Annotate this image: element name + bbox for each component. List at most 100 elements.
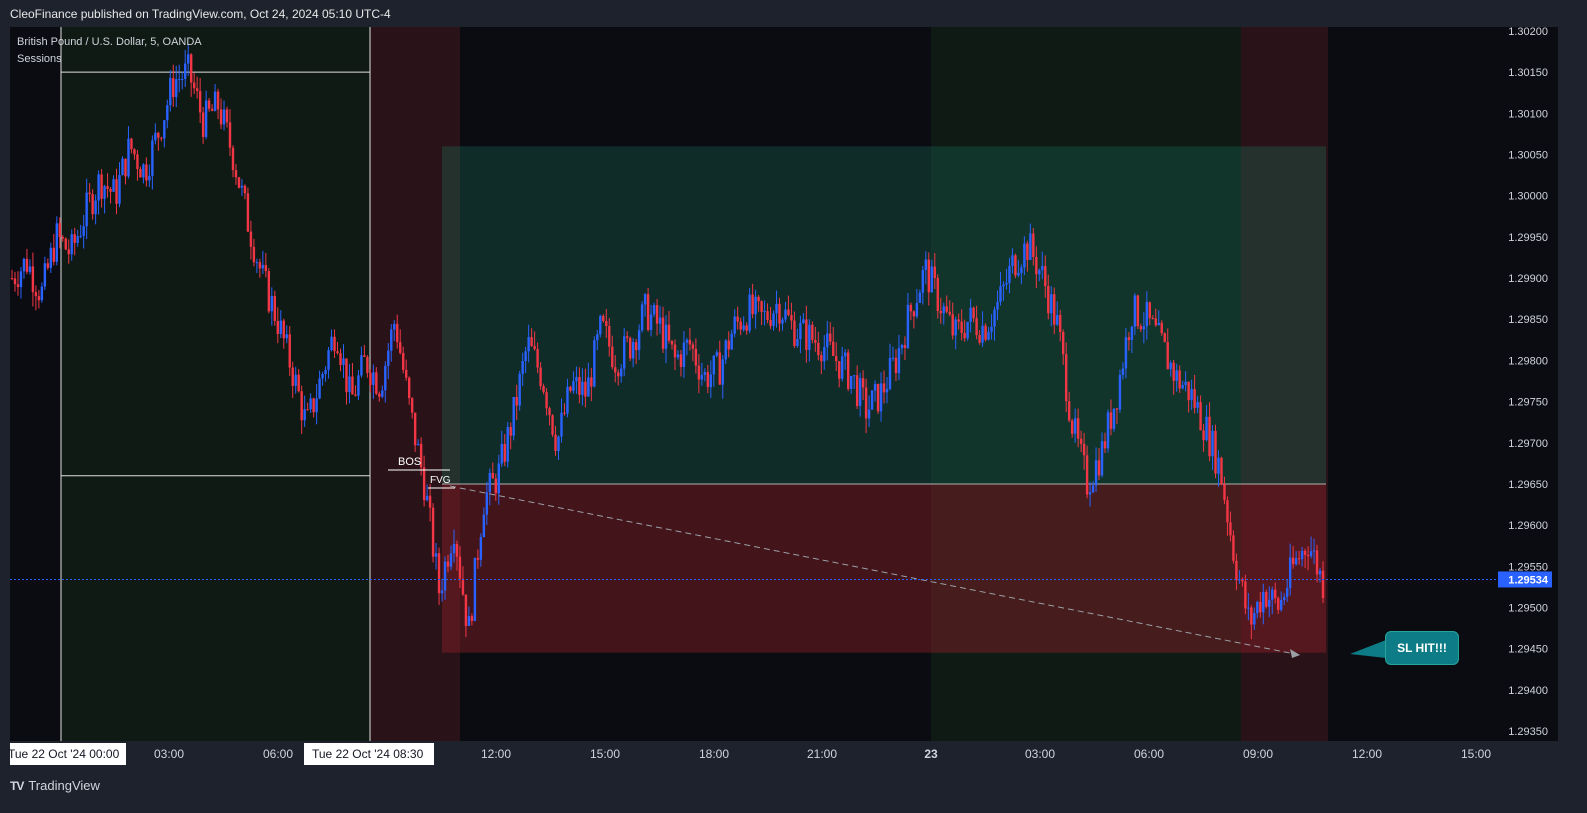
candle-body[interactable]	[1256, 601, 1259, 614]
candle-body[interactable]	[1064, 354, 1068, 402]
candle-body[interactable]	[694, 348, 698, 366]
candle-body[interactable]	[201, 112, 205, 137]
candle-body[interactable]	[584, 381, 587, 397]
symbol-title[interactable]: British Pound / U.S. Dollar, 5, OANDA	[17, 36, 202, 48]
candle-body[interactable]	[1309, 551, 1313, 557]
candle-body[interactable]	[1163, 333, 1166, 342]
candle-body[interactable]	[628, 338, 632, 359]
candle-body[interactable]	[981, 325, 984, 343]
candle-body[interactable]	[375, 372, 378, 394]
candle-body[interactable]	[1103, 441, 1107, 449]
candle-body[interactable]	[1303, 550, 1307, 555]
candle-body[interactable]	[1175, 370, 1178, 381]
candle-body[interactable]	[300, 391, 303, 421]
candle-body[interactable]	[1262, 591, 1265, 613]
candle-body[interactable]	[73, 234, 76, 243]
candle-body[interactable]	[94, 200, 97, 215]
candle-body[interactable]	[19, 271, 23, 287]
candle-body[interactable]	[434, 553, 438, 557]
candle-body[interactable]	[987, 331, 990, 340]
candle-body[interactable]	[97, 174, 100, 201]
candle-body[interactable]	[210, 108, 214, 111]
candle-body[interactable]	[279, 320, 282, 334]
candle-body[interactable]	[897, 348, 901, 374]
candle-body[interactable]	[455, 543, 459, 557]
candle-body[interactable]	[524, 351, 527, 362]
candle-body[interactable]	[1139, 326, 1143, 330]
candle-body[interactable]	[354, 394, 357, 396]
candle-body[interactable]	[927, 259, 931, 293]
candle-body[interactable]	[661, 317, 665, 349]
candle-body[interactable]	[1214, 430, 1217, 474]
candle-body[interactable]	[1199, 402, 1202, 431]
candle-body[interactable]	[1029, 233, 1032, 260]
candle-body[interactable]	[655, 305, 659, 324]
candle-body[interactable]	[733, 316, 736, 334]
candle-body[interactable]	[100, 174, 103, 199]
candle-body[interactable]	[396, 323, 399, 343]
candle-body[interactable]	[1035, 256, 1038, 275]
candle-body[interactable]	[1250, 607, 1253, 625]
candle-body[interactable]	[1115, 408, 1119, 410]
candle-body[interactable]	[1097, 460, 1101, 476]
candle-body[interactable]	[112, 179, 115, 192]
candle-body[interactable]	[237, 177, 241, 188]
candle-body[interactable]	[611, 346, 614, 368]
candle-body[interactable]	[1172, 362, 1175, 381]
candle-body[interactable]	[339, 353, 342, 366]
candle-body[interactable]	[473, 557, 477, 621]
candle-body[interactable]	[402, 352, 405, 370]
scrollbar[interactable]	[1558, 27, 1587, 770]
candle-body[interactable]	[1154, 318, 1157, 326]
candle-body[interactable]	[225, 109, 229, 123]
candle-body[interactable]	[228, 122, 232, 148]
candle-body[interactable]	[1070, 420, 1074, 434]
candle-body[interactable]	[691, 344, 695, 349]
candle-body[interactable]	[1100, 441, 1104, 476]
candle-body[interactable]	[157, 132, 160, 138]
candle-body[interactable]	[351, 376, 354, 395]
candle-body[interactable]	[1187, 381, 1190, 401]
candle-body[interactable]	[49, 247, 53, 268]
candle-body[interactable]	[369, 372, 372, 385]
candle-body[interactable]	[431, 507, 435, 557]
candle-body[interactable]	[578, 377, 581, 395]
candle-body[interactable]	[936, 277, 939, 311]
candle-body[interactable]	[530, 337, 533, 347]
candle-body[interactable]	[652, 305, 656, 315]
candle-body[interactable]	[315, 398, 318, 413]
candle-body[interactable]	[240, 185, 244, 188]
candle-body[interactable]	[1041, 265, 1044, 271]
candle-body[interactable]	[443, 561, 447, 591]
candle-body[interactable]	[10, 278, 14, 280]
candle-body[interactable]	[843, 352, 847, 357]
candle-body[interactable]	[267, 271, 271, 312]
candle-body[interactable]	[975, 318, 978, 336]
candle-body[interactable]	[1160, 322, 1163, 334]
candle-body[interactable]	[715, 352, 718, 356]
candle-body[interactable]	[978, 335, 981, 343]
candle-body[interactable]	[1205, 416, 1208, 441]
candle-body[interactable]	[787, 309, 790, 316]
candle-body[interactable]	[1277, 598, 1280, 610]
candle-body[interactable]	[617, 372, 620, 377]
candle-body[interactable]	[509, 427, 512, 436]
candle-body[interactable]	[264, 264, 268, 272]
candle-body[interactable]	[781, 319, 784, 324]
candle-body[interactable]	[1226, 500, 1229, 523]
candle-body[interactable]	[1217, 457, 1220, 474]
candle-body[interactable]	[1208, 416, 1211, 457]
candle-body[interactable]	[142, 164, 145, 178]
candle-body[interactable]	[930, 266, 933, 293]
candle-body[interactable]	[378, 393, 381, 397]
candle-body[interactable]	[216, 91, 220, 110]
candle-body[interactable]	[605, 321, 608, 327]
candle-body[interactable]	[61, 237, 64, 239]
candle-body[interactable]	[802, 319, 805, 324]
candle-body[interactable]	[154, 132, 157, 141]
candle-body[interactable]	[1038, 270, 1041, 275]
candle-body[interactable]	[542, 386, 545, 393]
candle-body[interactable]	[993, 309, 996, 327]
candle-body[interactable]	[127, 138, 130, 177]
candle-body[interactable]	[291, 367, 294, 386]
